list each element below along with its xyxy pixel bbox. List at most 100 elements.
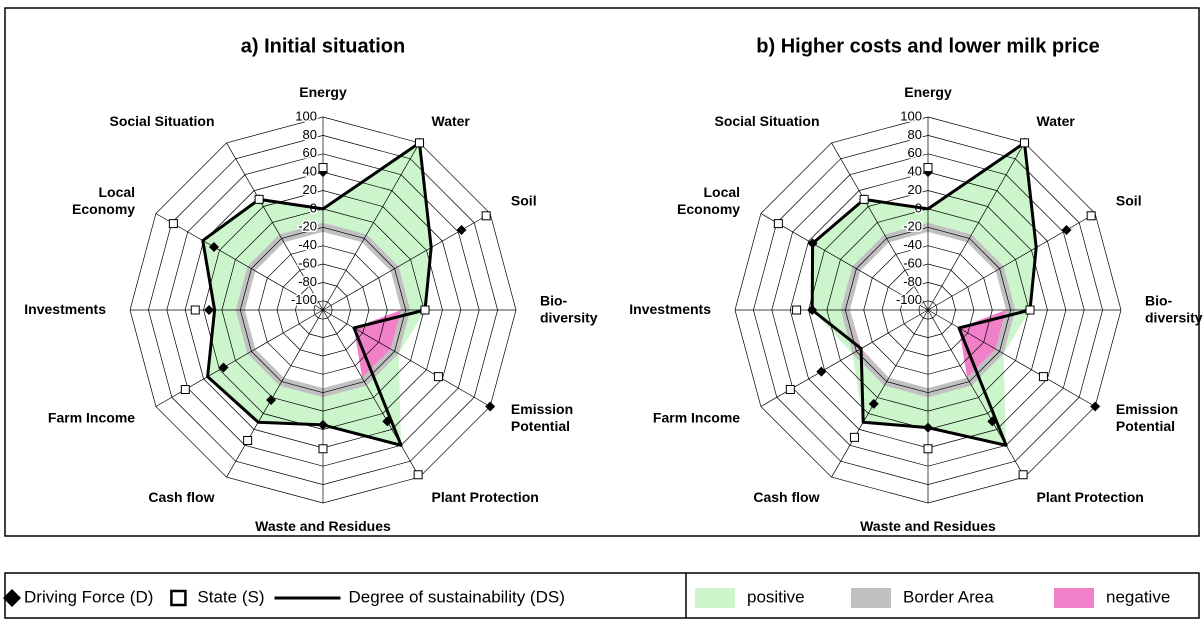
category-label: Social Situation bbox=[109, 113, 214, 129]
driving-force-marker bbox=[266, 394, 277, 405]
radial-tick-label: 60 bbox=[908, 145, 922, 160]
radial-tick-label: -80 bbox=[298, 274, 317, 289]
radial-tick-label: 40 bbox=[908, 164, 922, 179]
category-label: Farm Income bbox=[653, 409, 740, 425]
category-label: Emission Potential bbox=[511, 401, 573, 434]
driving-force-marker bbox=[816, 366, 827, 377]
radial-tick-label: 20 bbox=[303, 182, 317, 197]
category-label: Cash flow bbox=[148, 489, 214, 505]
radial-tick-label: -60 bbox=[298, 255, 317, 270]
category-label: Social Situation bbox=[714, 113, 819, 129]
state-marker bbox=[1018, 470, 1028, 480]
spoke bbox=[322, 309, 491, 407]
radial-tick-label: 100 bbox=[900, 108, 922, 123]
state-marker bbox=[180, 384, 190, 394]
legend-label: Degree of sustainability (DS) bbox=[349, 587, 565, 606]
category-label: Water bbox=[1037, 113, 1076, 129]
chart-title: b) Higher costs and lower milk price bbox=[756, 35, 1099, 57]
spoke bbox=[831, 309, 929, 478]
category-label: Farm Income bbox=[48, 409, 135, 425]
chart-frame bbox=[4, 7, 1200, 537]
driving-force-marker bbox=[923, 422, 933, 433]
state-marker bbox=[168, 219, 178, 229]
radial-tick-label: 40 bbox=[303, 164, 317, 179]
spoke bbox=[226, 142, 324, 311]
radial-tick-label: 60 bbox=[303, 145, 317, 160]
category-label: Waste and Residues bbox=[860, 518, 996, 534]
driving-force-marker bbox=[987, 416, 998, 427]
radial-tick-label: -40 bbox=[298, 237, 317, 252]
state-marker bbox=[1038, 372, 1048, 382]
state-marker bbox=[415, 138, 424, 148]
spoke bbox=[760, 213, 929, 311]
legend-swatch bbox=[695, 588, 735, 608]
radial-tick-label: 100 bbox=[295, 108, 317, 123]
driving-force-marker bbox=[868, 398, 879, 409]
state-marker bbox=[773, 219, 783, 229]
driving-force-marker bbox=[382, 416, 393, 427]
legend-label: negative bbox=[1106, 587, 1170, 606]
legend-swatch bbox=[1054, 588, 1094, 608]
state-marker bbox=[923, 444, 933, 454]
radial-tick-label: 20 bbox=[908, 182, 922, 197]
state-marker bbox=[433, 372, 443, 382]
driving-force-marker bbox=[456, 225, 467, 236]
driving-force-marker bbox=[208, 242, 219, 253]
state-marker bbox=[190, 305, 200, 315]
driving-force-marker bbox=[807, 305, 818, 315]
legend-square bbox=[170, 589, 187, 607]
spoke bbox=[927, 142, 1025, 311]
state-marker bbox=[254, 194, 264, 204]
category-label: Energy bbox=[904, 84, 952, 100]
spoke bbox=[927, 309, 1096, 407]
state-marker bbox=[1025, 305, 1035, 315]
radial-tick-label: 80 bbox=[303, 127, 317, 142]
chart-title: a) Initial situation bbox=[241, 35, 405, 57]
state-marker bbox=[420, 305, 430, 315]
state-marker bbox=[1086, 211, 1096, 221]
category-label: Investments bbox=[629, 301, 711, 317]
radial-tick-label: -60 bbox=[903, 255, 922, 270]
category-label: Water bbox=[432, 113, 471, 129]
driving-force-marker bbox=[318, 419, 328, 430]
spoke bbox=[322, 142, 420, 311]
radial-tick-label: -100 bbox=[896, 292, 922, 307]
legend-diamond bbox=[3, 589, 21, 607]
legend-label: positive bbox=[747, 587, 805, 606]
radial-tick-label: -20 bbox=[903, 219, 922, 234]
radial-tick-label: -80 bbox=[903, 274, 922, 289]
category-label: Waste and Residues bbox=[255, 518, 391, 534]
driving-force-marker bbox=[807, 238, 818, 249]
driving-force-marker bbox=[485, 401, 496, 412]
category-label: Plant Protection bbox=[432, 489, 539, 505]
positive-area bbox=[202, 142, 432, 446]
category-label: Soil bbox=[1116, 192, 1142, 208]
state-marker bbox=[413, 470, 423, 480]
positive-area bbox=[812, 142, 1037, 446]
legend-swatch bbox=[851, 588, 891, 608]
spoke bbox=[927, 309, 1025, 478]
category-label: Soil bbox=[511, 192, 537, 208]
category-label: Cash flow bbox=[753, 489, 819, 505]
category-label: Plant Protection bbox=[1037, 489, 1144, 505]
driving-force-marker bbox=[204, 305, 215, 315]
spoke bbox=[155, 213, 324, 311]
spoke bbox=[831, 142, 929, 311]
spoke bbox=[322, 309, 420, 478]
state-marker bbox=[859, 194, 869, 204]
legend-label: Border Area bbox=[903, 587, 994, 606]
category-label: Local Economy bbox=[72, 184, 135, 217]
state-marker bbox=[481, 211, 491, 221]
category-label: Bio-diversity bbox=[1145, 292, 1203, 325]
state-marker bbox=[243, 436, 253, 446]
legend-frame bbox=[4, 572, 1200, 619]
state-marker bbox=[785, 384, 795, 394]
category-label: Bio-diversity bbox=[540, 292, 598, 325]
state-marker bbox=[1020, 138, 1029, 148]
category-label: Energy bbox=[299, 84, 347, 100]
radial-tick-label: 80 bbox=[908, 127, 922, 142]
category-label: Local Economy bbox=[677, 184, 740, 217]
category-label: Investments bbox=[24, 301, 106, 317]
state-marker bbox=[318, 163, 328, 173]
